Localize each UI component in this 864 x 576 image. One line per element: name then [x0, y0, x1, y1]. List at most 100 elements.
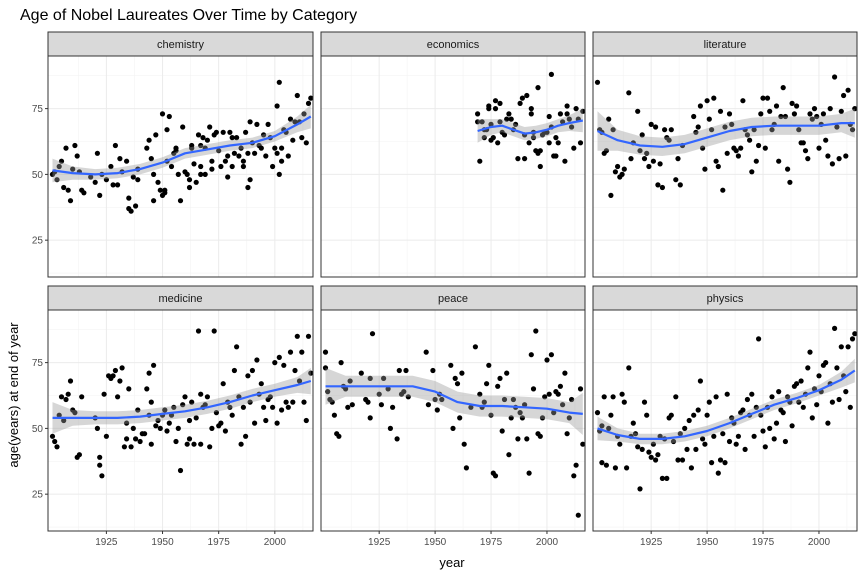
data-point: [603, 462, 610, 468]
data-point: [209, 425, 215, 431]
data-point: [124, 158, 130, 164]
data-point: [735, 433, 742, 439]
data-point: [713, 394, 719, 400]
data-point: [258, 145, 264, 151]
panel-border-medicine: [47, 309, 314, 532]
data-point: [811, 106, 818, 112]
data-point: [697, 103, 704, 109]
data-point: [486, 362, 492, 368]
data-point: [526, 470, 532, 476]
y-tick-label: 75: [32, 358, 44, 369]
data-point: [110, 373, 116, 379]
data-point: [249, 367, 255, 374]
data-point: [338, 360, 344, 366]
y-tick-label: 25: [32, 236, 44, 247]
data-point: [243, 129, 249, 135]
data-point: [843, 389, 849, 395]
data-point: [385, 386, 391, 392]
data-point: [279, 158, 285, 164]
data-point: [227, 404, 233, 410]
data-point: [773, 103, 780, 109]
data-point: [486, 103, 492, 109]
data-point: [227, 129, 233, 135]
data-point: [396, 367, 402, 374]
data-point: [849, 127, 856, 133]
data-point: [702, 441, 708, 447]
data-point: [845, 87, 851, 93]
data-point: [216, 148, 222, 154]
data-point: [566, 415, 572, 421]
data-point: [544, 357, 550, 363]
data-point: [49, 433, 56, 439]
panel-border-peace: [320, 309, 586, 532]
data-point: [162, 407, 168, 413]
data-point: [697, 378, 704, 384]
data-point: [644, 150, 650, 156]
data-point: [524, 436, 530, 442]
strip-chemistry: [47, 31, 314, 57]
data-point: [733, 148, 739, 154]
data-point: [798, 378, 804, 384]
facet-peace: peace 1925 1950 1975 2000: [320, 285, 586, 548]
data-point: [657, 433, 663, 439]
data-point: [72, 142, 78, 149]
data-point: [612, 169, 619, 175]
data-point: [303, 417, 309, 424]
data-point: [303, 140, 309, 146]
panel-border-economics: [320, 55, 586, 278]
data-point: [635, 108, 641, 114]
data-point: [209, 166, 215, 172]
data-point: [539, 415, 546, 421]
data-point: [767, 108, 773, 114]
data-point: [571, 473, 577, 479]
data-point: [626, 90, 632, 96]
data-point: [243, 433, 249, 439]
data-point: [823, 360, 829, 366]
data-point: [785, 166, 791, 172]
data-point: [58, 394, 65, 400]
data-point: [569, 124, 575, 130]
data-point: [562, 370, 568, 376]
smooth-line-economics: [477, 119, 584, 135]
data-point: [653, 124, 659, 130]
data-point: [240, 158, 246, 164]
data-point: [67, 378, 74, 384]
data-point: [789, 423, 795, 429]
facet-economics: economics: [320, 31, 586, 278]
data-point: [347, 378, 353, 384]
data-point: [639, 446, 645, 452]
panel-border-chemistry: [47, 55, 314, 278]
data-point: [175, 171, 181, 177]
x-tick-label: 1925: [640, 537, 663, 548]
data-point: [245, 373, 251, 379]
strip-label-medicine: medicine: [158, 293, 202, 305]
data-point: [639, 132, 645, 138]
data-point: [715, 470, 721, 476]
data-point: [706, 116, 712, 122]
data-point: [535, 85, 541, 91]
data-point: [301, 399, 307, 405]
data-point: [794, 381, 800, 387]
data-point: [292, 119, 298, 125]
data-point: [207, 124, 213, 130]
data-point: [528, 352, 534, 358]
data-point: [65, 187, 71, 193]
data-point: [146, 137, 152, 143]
data-point: [110, 182, 116, 188]
data-point: [782, 113, 789, 120]
data-point: [796, 399, 802, 405]
data-point: [693, 446, 699, 452]
data-point: [159, 111, 166, 117]
data-point: [97, 454, 103, 460]
data-point: [706, 399, 712, 405]
data-point: [263, 153, 269, 159]
data-point: [367, 415, 373, 421]
data-point: [305, 333, 312, 339]
data-point: [713, 158, 719, 164]
data-point: [184, 171, 190, 177]
data-point: [659, 475, 666, 481]
data-point: [760, 428, 766, 434]
data-point: [542, 394, 548, 400]
data-point: [537, 163, 543, 170]
data-point: [225, 153, 231, 159]
